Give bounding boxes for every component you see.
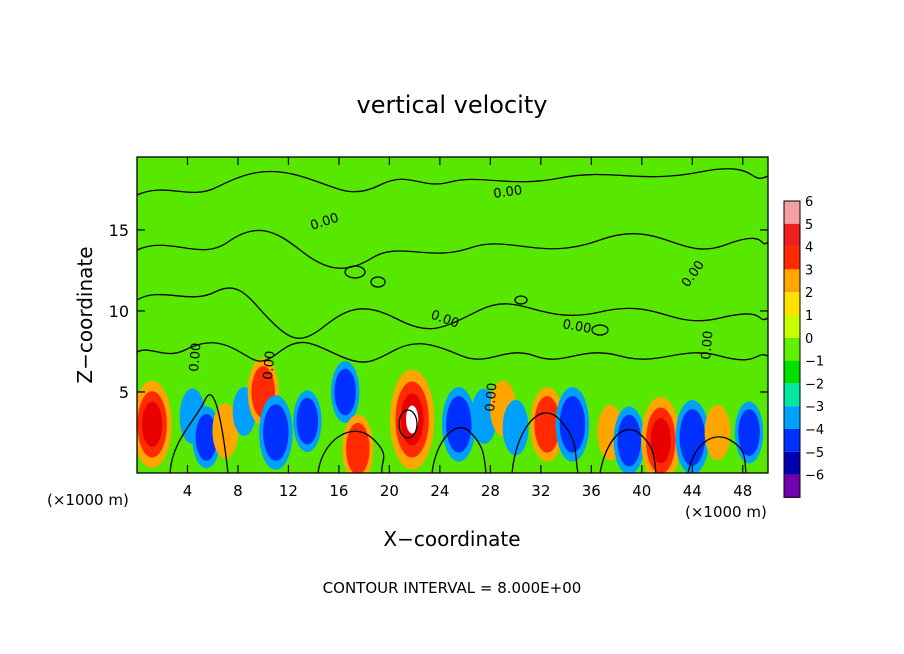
colorbar-label: −6 bbox=[805, 469, 824, 484]
velocity-cell bbox=[346, 422, 370, 473]
x-tick-label: 20 bbox=[380, 482, 399, 500]
velocity-cell bbox=[650, 417, 671, 464]
colorbar-label: 0 bbox=[805, 332, 813, 347]
colorbar-frame bbox=[783, 200, 801, 498]
colorbar-swatch bbox=[784, 429, 800, 452]
x-tick-label: 44 bbox=[683, 482, 702, 500]
zero-contour bbox=[431, 427, 487, 473]
x-tick-label: 48 bbox=[733, 482, 752, 500]
x-tick-label: 40 bbox=[632, 482, 651, 500]
contour-interval-note: CONTOUR INTERVAL = 8.000E+00 bbox=[323, 579, 582, 597]
x-tick-label: 24 bbox=[430, 482, 449, 500]
colorbar-label: 4 bbox=[805, 241, 813, 256]
colorbar-label: −5 bbox=[805, 446, 824, 461]
colorbar-swatch bbox=[784, 451, 800, 475]
contour-label: 0.00 bbox=[261, 350, 278, 380]
zero-contour bbox=[370, 276, 386, 288]
chart-title: vertical velocity bbox=[357, 91, 548, 119]
x-unit-left: (×1000 m) bbox=[47, 491, 129, 509]
y-tick-label: 10 bbox=[109, 302, 129, 321]
colorbar-swatch bbox=[784, 383, 800, 407]
velocity-cell bbox=[334, 368, 357, 416]
colorbar-label: 2 bbox=[805, 286, 813, 301]
y-axis-label: Z−coordinate bbox=[73, 246, 97, 383]
contour-label: 0.00 bbox=[699, 330, 716, 360]
zero-contour bbox=[169, 394, 229, 473]
colorbar-swatch bbox=[784, 246, 800, 270]
colorbar-swatch bbox=[784, 223, 800, 247]
colorbar-swatch bbox=[784, 337, 800, 361]
colorbar-swatch bbox=[784, 406, 800, 429]
colorbar: 6 5 4 3 2 1 0 −1 −2 −3 −4 −5 −6 bbox=[783, 195, 824, 498]
colorbar-label: −2 bbox=[805, 377, 824, 392]
y-tick-label: 15 bbox=[109, 221, 129, 240]
velocity-cell bbox=[263, 404, 289, 461]
velocity-cell bbox=[502, 400, 529, 456]
velocity-cell bbox=[679, 409, 706, 466]
x-axis-label: X−coordinate bbox=[383, 527, 520, 551]
colorbar-label: −1 bbox=[805, 355, 824, 370]
zero-contour bbox=[591, 324, 609, 336]
velocity-cell bbox=[405, 405, 419, 434]
velocity-cell bbox=[738, 409, 760, 456]
zero-contour bbox=[344, 265, 366, 279]
colorbar-swatch bbox=[784, 474, 800, 498]
plot-frame bbox=[136, 156, 769, 474]
velocity-cell bbox=[617, 414, 641, 467]
zero-contour bbox=[599, 428, 657, 473]
x-tick-label: 16 bbox=[329, 482, 348, 500]
contour-label: 0.00 bbox=[492, 183, 523, 202]
x-tick-label: 36 bbox=[582, 482, 601, 500]
colorbar-swatch bbox=[784, 315, 800, 338]
colorbar-label: 1 bbox=[805, 309, 813, 324]
x-tick-label: 32 bbox=[531, 482, 550, 500]
zero-contour bbox=[137, 168, 768, 196]
contour-label: 0.00 bbox=[561, 317, 592, 337]
x-tick-label: 8 bbox=[233, 482, 243, 500]
colorbar-label: 3 bbox=[805, 263, 813, 278]
x-tick-label: 28 bbox=[481, 482, 500, 500]
x-unit-right: (×1000 m) bbox=[685, 503, 767, 521]
velocity-cell bbox=[142, 401, 163, 448]
x-tick-label: 4 bbox=[183, 482, 193, 500]
zero-contour bbox=[137, 229, 768, 269]
colorbar-label: −4 bbox=[805, 423, 824, 438]
zero-contour bbox=[687, 436, 747, 473]
zero-contour bbox=[511, 412, 579, 473]
zero-contour bbox=[317, 430, 385, 473]
contour-label: 0.00 bbox=[483, 382, 500, 412]
zero-contour bbox=[398, 409, 418, 439]
colorbar-label: 5 bbox=[805, 218, 813, 233]
colorbar-swatch bbox=[784, 292, 800, 315]
velocity-cell bbox=[446, 396, 472, 453]
contour-label: 0.00 bbox=[187, 342, 204, 372]
y-tick-label: 5 bbox=[119, 383, 129, 402]
colorbar-label: −3 bbox=[805, 400, 824, 415]
colorbar-swatch bbox=[784, 201, 800, 224]
zero-contour bbox=[137, 341, 768, 363]
colorbar-swatch bbox=[784, 269, 800, 293]
colorbar-label: 6 bbox=[805, 195, 813, 210]
velocity-cell bbox=[296, 397, 319, 445]
plot-area: 0.00 0.00 0.00 0.00 0.00 0.00 0.00 0.00 … bbox=[137, 157, 768, 473]
zero-contour bbox=[514, 295, 528, 305]
x-tick-label: 12 bbox=[279, 482, 298, 500]
velocity-cell bbox=[559, 396, 586, 453]
zero-contour bbox=[137, 287, 768, 339]
colorbar-swatch bbox=[784, 360, 800, 384]
velocity-cell bbox=[212, 403, 239, 459]
velocity-cell bbox=[195, 413, 218, 461]
velocity-cell bbox=[534, 396, 560, 453]
velocity-cell bbox=[704, 404, 731, 461]
